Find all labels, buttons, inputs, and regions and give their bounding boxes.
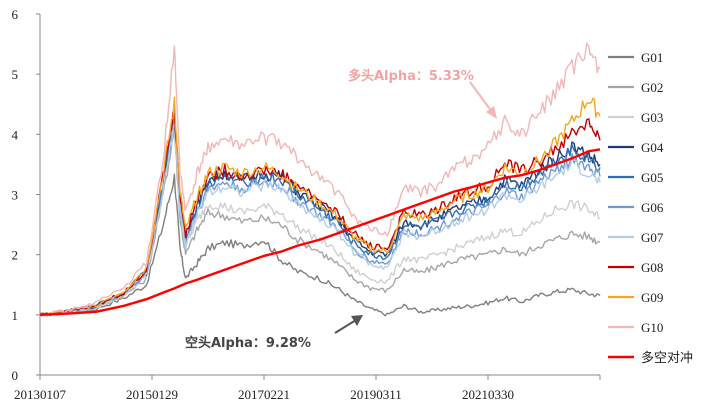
y-tick-label: 5 bbox=[12, 67, 19, 82]
y-tick-label: 4 bbox=[12, 127, 19, 142]
annotation-short-arrowhead bbox=[351, 315, 363, 326]
series-line-2 bbox=[39, 127, 601, 317]
annotation-short-arrow bbox=[334, 319, 357, 334]
x-tick-label: 20170221 bbox=[238, 387, 290, 402]
series-line-7 bbox=[39, 123, 601, 317]
legend-label: G06 bbox=[641, 200, 664, 215]
y-tick-label: 1 bbox=[12, 308, 19, 323]
legend-label: 多空对冲 bbox=[641, 350, 693, 365]
legend-label: G04 bbox=[641, 140, 664, 155]
legend-label: G08 bbox=[641, 260, 663, 275]
annotation-long-arrowhead bbox=[486, 106, 497, 119]
annotations: 多头Alpha：5.33% 空头Alpha：9.28% bbox=[185, 68, 497, 351]
legend-label: G02 bbox=[641, 80, 663, 95]
x-tick-label: 20150129 bbox=[126, 387, 178, 402]
legend-label: G07 bbox=[641, 230, 664, 245]
series-line-4 bbox=[39, 114, 601, 317]
x-tick-label: 20210330 bbox=[462, 387, 514, 402]
legend-label: G10 bbox=[641, 320, 663, 335]
legend-label: G05 bbox=[641, 170, 663, 185]
legend: G01 G02 G03 G04 G05 G06 G07 G08 G09 G10 多空对冲 bbox=[608, 50, 693, 365]
legend-label: G01 bbox=[641, 50, 663, 65]
x-axis: 20130107 20150129 20170221 20190311 20210330 bbox=[14, 374, 601, 402]
y-tick-label: 3 bbox=[12, 188, 19, 203]
legend-label: G09 bbox=[641, 290, 663, 305]
x-tick-label: 20190311 bbox=[350, 387, 402, 402]
series-line-8 bbox=[39, 111, 601, 316]
annotation-short-alpha: 空头Alpha：9.28% bbox=[185, 335, 311, 351]
annotation-long-arrow bbox=[469, 81, 493, 113]
x-tick-label: 20130107 bbox=[14, 387, 67, 402]
series-layer bbox=[39, 42, 601, 318]
y-tick-label: 0 bbox=[12, 368, 19, 383]
legend-label: G03 bbox=[641, 110, 663, 125]
y-axis: 0 1 2 3 4 5 6 bbox=[12, 7, 41, 383]
y-tick-label: 2 bbox=[12, 248, 19, 263]
y-tick-label: 6 bbox=[12, 7, 19, 22]
series-line-10 bbox=[39, 42, 601, 318]
annotation-long-alpha: 多头Alpha：5.33% bbox=[348, 68, 474, 84]
series-line-9 bbox=[39, 96, 601, 317]
series-line-1 bbox=[39, 173, 601, 317]
series-line-11 bbox=[39, 148, 601, 316]
